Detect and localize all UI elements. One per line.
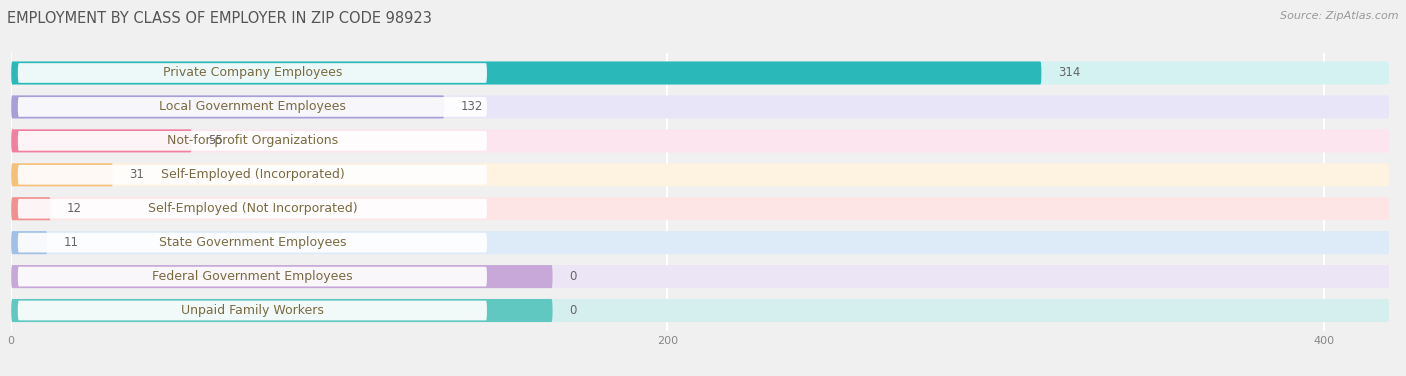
- Text: Local Government Employees: Local Government Employees: [159, 100, 346, 114]
- Text: Self-Employed (Not Incorporated): Self-Employed (Not Incorporated): [148, 202, 357, 215]
- Text: Self-Employed (Incorporated): Self-Employed (Incorporated): [160, 168, 344, 181]
- Text: EMPLOYMENT BY CLASS OF EMPLOYER IN ZIP CODE 98923: EMPLOYMENT BY CLASS OF EMPLOYER IN ZIP C…: [7, 11, 432, 26]
- FancyBboxPatch shape: [18, 131, 486, 151]
- FancyBboxPatch shape: [18, 267, 486, 287]
- FancyBboxPatch shape: [18, 199, 486, 218]
- FancyBboxPatch shape: [11, 96, 444, 118]
- FancyBboxPatch shape: [11, 231, 48, 254]
- Text: 55: 55: [208, 134, 222, 147]
- Text: 0: 0: [569, 304, 576, 317]
- Text: Not-for-profit Organizations: Not-for-profit Organizations: [167, 134, 337, 147]
- FancyBboxPatch shape: [11, 265, 553, 288]
- Text: 0: 0: [569, 270, 576, 283]
- Text: 31: 31: [129, 168, 145, 181]
- FancyBboxPatch shape: [11, 96, 1389, 118]
- FancyBboxPatch shape: [11, 231, 1389, 254]
- Text: 314: 314: [1057, 67, 1080, 79]
- FancyBboxPatch shape: [11, 265, 1389, 288]
- FancyBboxPatch shape: [11, 129, 1389, 152]
- Text: 12: 12: [67, 202, 82, 215]
- FancyBboxPatch shape: [11, 197, 1389, 220]
- FancyBboxPatch shape: [11, 61, 1042, 85]
- FancyBboxPatch shape: [11, 61, 1389, 85]
- FancyBboxPatch shape: [11, 299, 1389, 322]
- FancyBboxPatch shape: [11, 299, 553, 322]
- Text: Unpaid Family Workers: Unpaid Family Workers: [181, 304, 323, 317]
- FancyBboxPatch shape: [18, 97, 486, 117]
- FancyBboxPatch shape: [11, 163, 112, 186]
- FancyBboxPatch shape: [18, 233, 486, 253]
- Text: Federal Government Employees: Federal Government Employees: [152, 270, 353, 283]
- Text: Private Company Employees: Private Company Employees: [163, 67, 342, 79]
- Text: 11: 11: [63, 236, 79, 249]
- FancyBboxPatch shape: [18, 301, 486, 320]
- Text: Source: ZipAtlas.com: Source: ZipAtlas.com: [1281, 11, 1399, 21]
- FancyBboxPatch shape: [18, 165, 486, 185]
- FancyBboxPatch shape: [11, 163, 1389, 186]
- Text: 132: 132: [461, 100, 484, 114]
- Text: State Government Employees: State Government Employees: [159, 236, 346, 249]
- FancyBboxPatch shape: [11, 129, 191, 152]
- FancyBboxPatch shape: [11, 197, 51, 220]
- FancyBboxPatch shape: [18, 63, 486, 83]
